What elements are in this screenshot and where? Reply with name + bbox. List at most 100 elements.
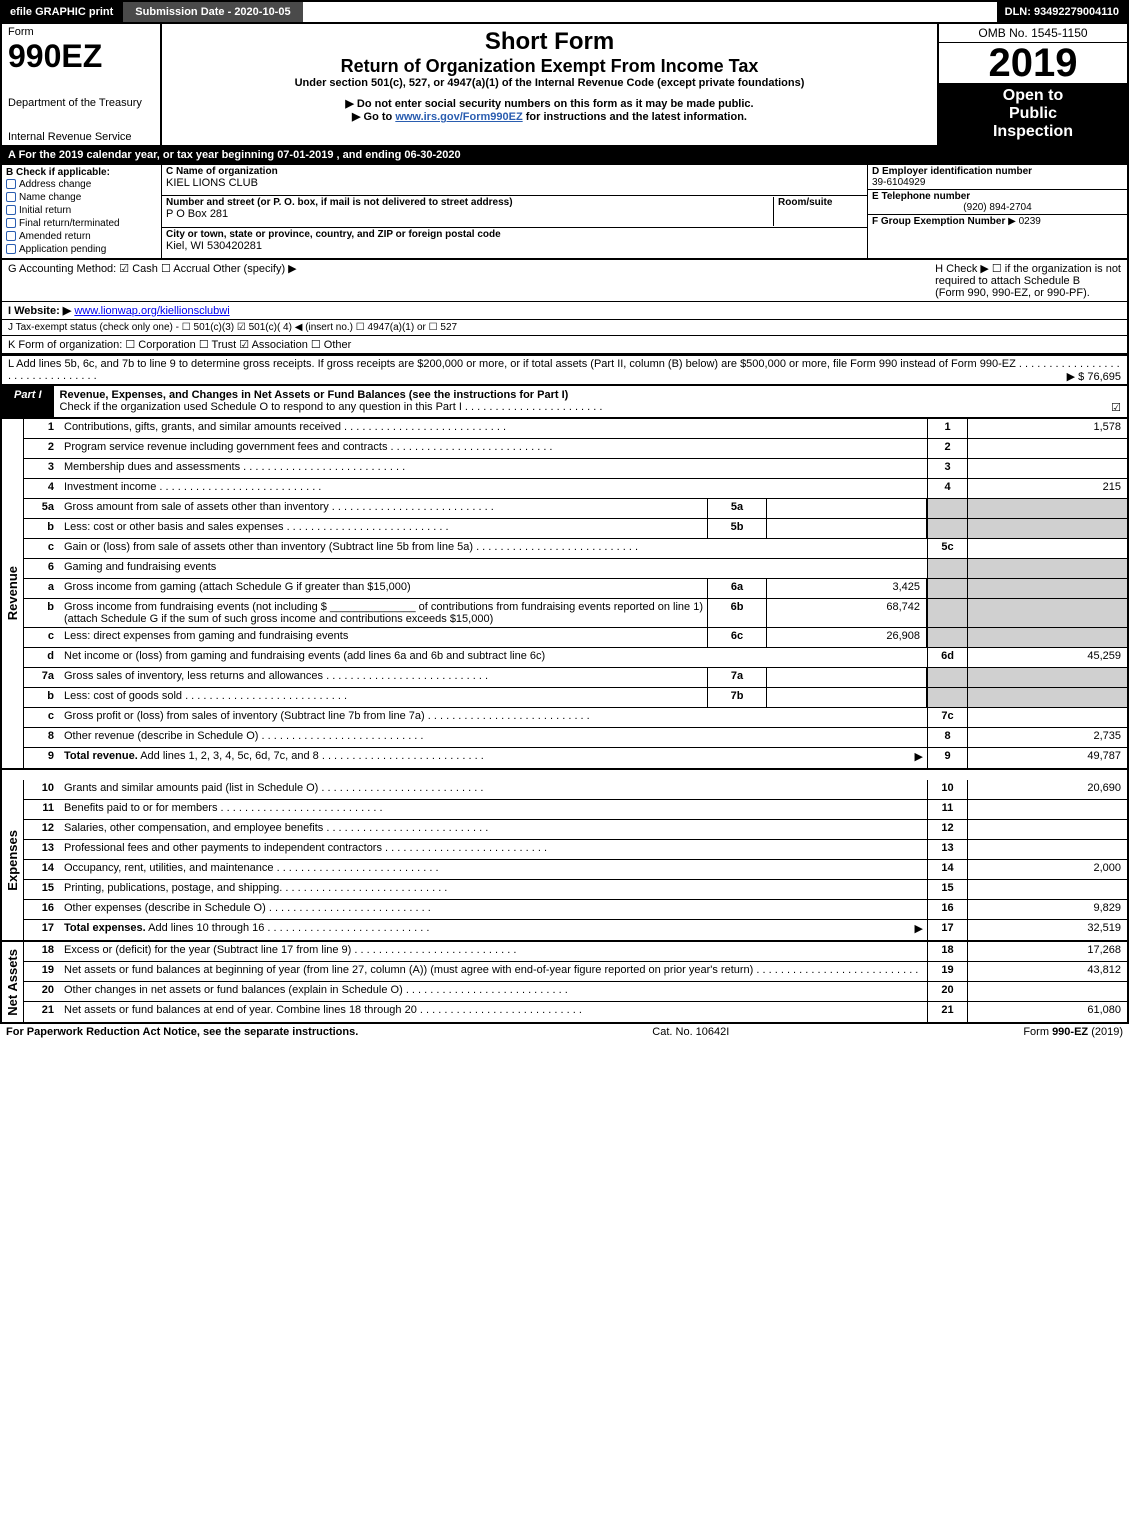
line-number: 9	[24, 748, 60, 768]
line-value	[967, 539, 1127, 558]
col-line-number: 14	[927, 860, 967, 879]
line-number: 5a	[24, 499, 60, 518]
table-row: 11Benefits paid to or for members11	[24, 800, 1127, 820]
line-desc: Salaries, other compensation, and employ…	[60, 820, 927, 839]
expenses-text: Expenses	[3, 828, 22, 893]
table-row: 12Salaries, other compensation, and empl…	[24, 820, 1127, 840]
h1: H Check ▶ ☐ if the organization is not	[935, 262, 1121, 275]
sub-line-number: 7b	[707, 688, 767, 707]
paperwork-notice: For Paperwork Reduction Act Notice, see …	[6, 1026, 358, 1038]
col-line-number: 15	[927, 880, 967, 899]
line-desc: Less: cost or other basis and sales expe…	[60, 519, 707, 538]
sub-line-number: 6c	[707, 628, 767, 647]
opt-label: Final return/terminated	[19, 218, 120, 229]
line-desc: Excess or (deficit) for the year (Subtra…	[60, 942, 927, 961]
form-ref-pre: Form	[1023, 1026, 1052, 1038]
room-label: Room/suite	[773, 197, 863, 225]
line-number: b	[24, 519, 60, 538]
line-desc: Other changes in net assets or fund bala…	[60, 982, 927, 1001]
col-line-number: 19	[927, 962, 967, 981]
checkbox-icon[interactable]	[6, 218, 16, 228]
col-line-number	[927, 599, 967, 627]
i-prefix: I Website: ▶	[8, 305, 71, 317]
irs-link[interactable]: www.irs.gov/Form990EZ	[395, 111, 522, 123]
website-link[interactable]: www.lionwap.org/kiellionsclubwi	[74, 305, 229, 317]
checkbox-icon[interactable]	[6, 179, 16, 189]
opt-application-pending[interactable]: Application pending	[6, 243, 157, 256]
form-ref-post: (2019)	[1088, 1026, 1123, 1038]
opt-label: Initial return	[19, 205, 71, 216]
line-value	[967, 439, 1127, 458]
opt-address-change[interactable]: Address change	[6, 178, 157, 191]
table-row: cGain or (loss) from sale of assets othe…	[24, 539, 1127, 559]
line-number: c	[24, 708, 60, 727]
line-number: 14	[24, 860, 60, 879]
sub-line-number: 5a	[707, 499, 767, 518]
page-footer: For Paperwork Reduction Act Notice, see …	[0, 1024, 1129, 1040]
line-desc: Net assets or fund balances at beginning…	[60, 962, 927, 981]
opt-initial-return[interactable]: Initial return	[6, 204, 157, 217]
dept-irs: Internal Revenue Service	[8, 131, 154, 143]
expenses-body: 10Grants and similar amounts paid (list …	[24, 780, 1127, 940]
line-number: 10	[24, 780, 60, 799]
part-1-sub-text: Check if the organization used Schedule …	[60, 401, 603, 413]
line-value	[967, 628, 1127, 647]
org-info-block: B Check if applicable: Address change Na…	[0, 165, 1129, 260]
col-line-number: 21	[927, 1002, 967, 1022]
table-row: 20Other changes in net assets or fund ba…	[24, 982, 1127, 1002]
line-desc: Less: direct expenses from gaming and fu…	[60, 628, 707, 647]
form-code: 990EZ	[8, 38, 154, 75]
col-line-number: 3	[927, 459, 967, 478]
line-j: J Tax-exempt status (check only one) - ☐…	[2, 320, 1127, 336]
line-desc: Total expenses. Add lines 10 through 16 …	[60, 920, 927, 940]
line-number: 7a	[24, 668, 60, 687]
ein-cell: D Employer identification number 39-6104…	[868, 165, 1127, 190]
line-i: I Website: ▶ www.lionwap.org/kiellionscl…	[2, 302, 1127, 320]
line-desc: Net assets or fund balances at end of ye…	[60, 1002, 927, 1022]
expenses-section: Expenses 10Grants and similar amounts pa…	[0, 780, 1129, 942]
checkbox-icon[interactable]	[6, 244, 16, 254]
header-mid: Short Form Return of Organization Exempt…	[162, 24, 937, 145]
line-value	[967, 820, 1127, 839]
table-row: bLess: cost or other basis and sales exp…	[24, 519, 1127, 539]
form-word: Form	[8, 26, 154, 38]
part-1-checkbox[interactable]: ☑	[1111, 401, 1121, 414]
opt-final-return[interactable]: Final return/terminated	[6, 217, 157, 230]
table-row: 15Printing, publications, postage, and s…	[24, 880, 1127, 900]
efile-print-label[interactable]: efile GRAPHIC print	[2, 2, 121, 22]
col-line-number	[927, 688, 967, 707]
line-number: 15	[24, 880, 60, 899]
table-row: 2Program service revenue including gover…	[24, 439, 1127, 459]
header-right: OMB No. 1545-1150 2019 Open to Public In…	[937, 24, 1127, 145]
revenue-vlabel: Revenue	[2, 419, 24, 768]
table-row: dNet income or (loss) from gaming and fu…	[24, 648, 1127, 668]
street-row: Number and street (or P. O. box, if mail…	[162, 196, 867, 227]
netassets-section: Net Assets 18Excess or (deficit) for the…	[0, 942, 1129, 1024]
col-line-number	[927, 499, 967, 518]
phone-value: (920) 894-2704	[872, 202, 1123, 213]
col-line-number: 5c	[927, 539, 967, 558]
col-line-number: 11	[927, 800, 967, 819]
table-row: cLess: direct expenses from gaming and f…	[24, 628, 1127, 648]
opt-amended-return[interactable]: Amended return	[6, 230, 157, 243]
checkbox-icon[interactable]	[6, 205, 16, 215]
table-row: bLess: cost of goods sold7b	[24, 688, 1127, 708]
h3: (Form 990, 990-EZ, or 990-PF).	[935, 287, 1121, 299]
form-ref: Form 990-EZ (2019)	[1023, 1026, 1123, 1038]
checkbox-icon[interactable]	[6, 231, 16, 241]
checkbox-icon[interactable]	[6, 192, 16, 202]
line-desc: Program service revenue including govern…	[60, 439, 927, 458]
opt-name-change[interactable]: Name change	[6, 191, 157, 204]
line-value	[967, 688, 1127, 707]
line-number: 11	[24, 800, 60, 819]
line-value	[967, 708, 1127, 727]
line-value	[967, 840, 1127, 859]
line-number: 19	[24, 962, 60, 981]
line-value	[967, 599, 1127, 627]
c-street-label: Number and street (or P. O. box, if mail…	[166, 197, 773, 208]
line-value: 43,812	[967, 962, 1127, 981]
table-row: 4Investment income4215	[24, 479, 1127, 499]
line-desc: Contributions, gifts, grants, and simila…	[60, 419, 927, 438]
line-g-h: G Accounting Method: ☑ Cash ☐ Accrual Ot…	[2, 260, 1127, 302]
col-line-number: 4	[927, 479, 967, 498]
